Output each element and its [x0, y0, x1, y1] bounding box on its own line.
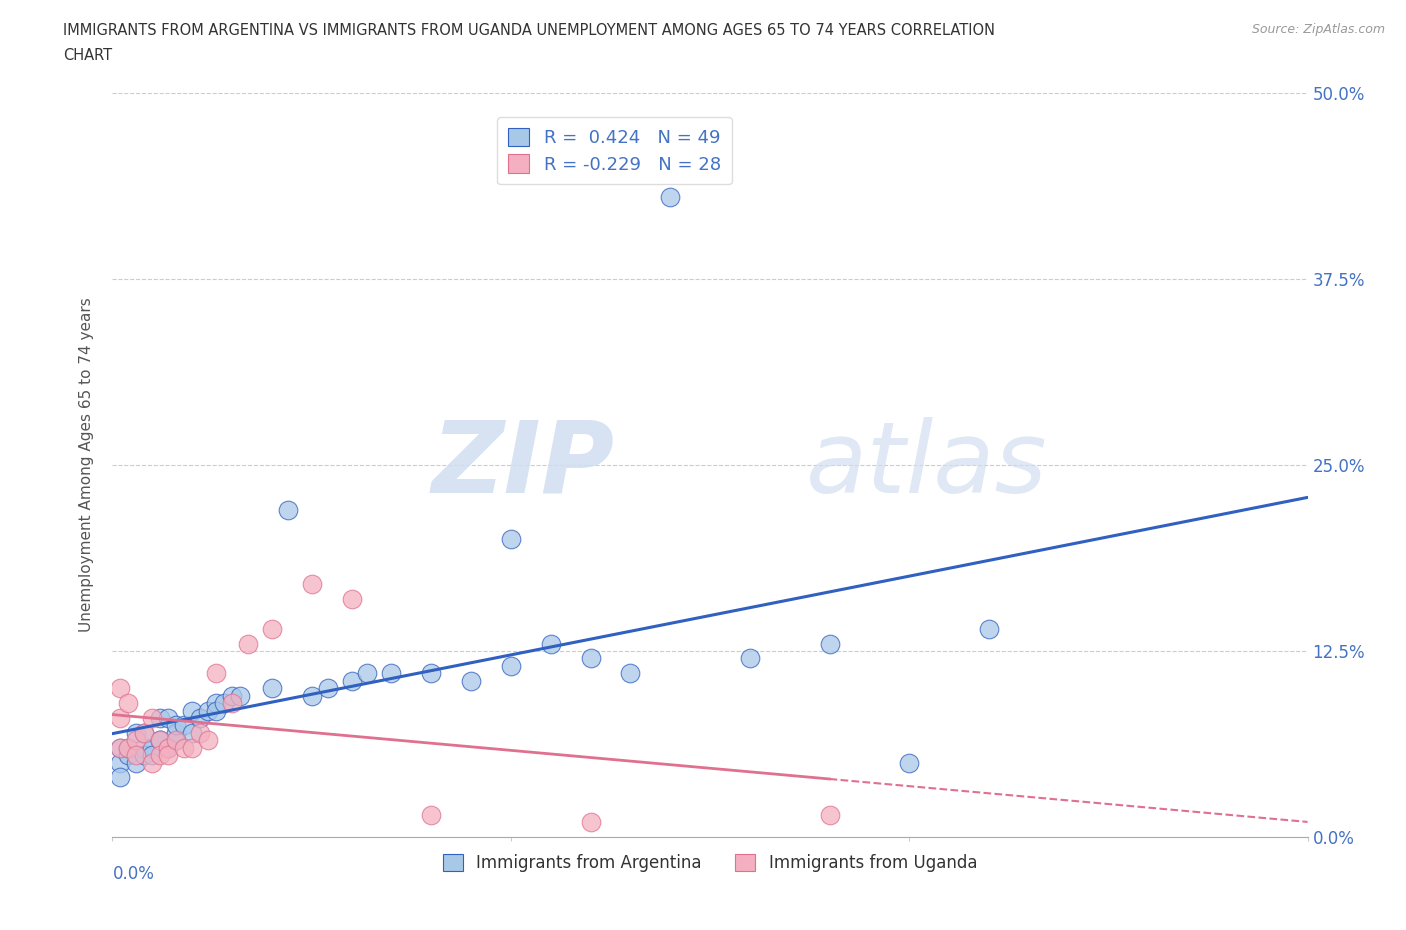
Point	[316, 681, 339, 696]
Point	[149, 748, 172, 763]
Point	[188, 725, 211, 740]
Point	[205, 696, 228, 711]
Point	[141, 748, 163, 763]
Point	[141, 740, 163, 755]
Point	[260, 681, 283, 696]
Point	[340, 591, 363, 606]
Point	[134, 725, 156, 740]
Point	[110, 740, 132, 755]
Point	[619, 666, 641, 681]
Point	[181, 740, 204, 755]
Point	[165, 733, 187, 748]
Point	[157, 740, 180, 755]
Point	[460, 673, 482, 688]
Point	[818, 807, 841, 822]
Point	[165, 718, 187, 733]
Point	[221, 688, 243, 703]
Point	[898, 755, 921, 770]
Point	[420, 666, 443, 681]
Point	[301, 577, 323, 591]
Point	[117, 696, 139, 711]
Point	[149, 733, 172, 748]
Point	[165, 725, 187, 740]
Point	[110, 770, 132, 785]
Point	[181, 703, 204, 718]
Y-axis label: Unemployment Among Ages 65 to 74 years: Unemployment Among Ages 65 to 74 years	[79, 298, 94, 632]
Point	[110, 681, 132, 696]
Point	[134, 740, 156, 755]
Point	[134, 748, 156, 763]
Point	[340, 673, 363, 688]
Point	[818, 636, 841, 651]
Point	[738, 651, 761, 666]
Point	[117, 740, 139, 755]
Point	[110, 740, 132, 755]
Text: CHART: CHART	[63, 48, 112, 63]
Point	[301, 688, 323, 703]
Text: ZIP: ZIP	[432, 417, 614, 513]
Point	[579, 815, 602, 830]
Point	[165, 733, 187, 748]
Point	[125, 748, 148, 763]
Legend: Immigrants from Argentina, Immigrants from Uganda: Immigrants from Argentina, Immigrants fr…	[434, 846, 986, 881]
Text: IMMIGRANTS FROM ARGENTINA VS IMMIGRANTS FROM UGANDA UNEMPLOYMENT AMONG AGES 65 T: IMMIGRANTS FROM ARGENTINA VS IMMIGRANTS …	[63, 23, 995, 38]
Point	[157, 711, 180, 725]
Point	[277, 502, 299, 517]
Point	[212, 696, 235, 711]
Point	[420, 807, 443, 822]
Point	[117, 748, 139, 763]
Point	[117, 740, 139, 755]
Point	[499, 532, 522, 547]
Point	[125, 733, 148, 748]
Point	[188, 711, 211, 725]
Point	[125, 725, 148, 740]
Point	[134, 725, 156, 740]
Point	[141, 711, 163, 725]
Point	[205, 703, 228, 718]
Point	[181, 725, 204, 740]
Point	[197, 733, 219, 748]
Point	[977, 621, 1000, 636]
Text: Source: ZipAtlas.com: Source: ZipAtlas.com	[1251, 23, 1385, 36]
Point	[205, 666, 228, 681]
Point	[499, 658, 522, 673]
Text: 0.0%: 0.0%	[112, 865, 155, 884]
Point	[141, 755, 163, 770]
Point	[173, 718, 195, 733]
Point	[157, 748, 180, 763]
Point	[197, 703, 219, 718]
Point	[110, 755, 132, 770]
Point	[260, 621, 283, 636]
Point	[149, 733, 172, 748]
Point	[157, 740, 180, 755]
Point	[229, 688, 252, 703]
Point	[659, 190, 682, 205]
Point	[149, 733, 172, 748]
Point	[236, 636, 259, 651]
Point	[540, 636, 562, 651]
Point	[356, 666, 378, 681]
Text: atlas: atlas	[806, 417, 1047, 513]
Point	[110, 711, 132, 725]
Point	[579, 651, 602, 666]
Point	[380, 666, 402, 681]
Point	[173, 740, 195, 755]
Point	[149, 711, 172, 725]
Point	[125, 755, 148, 770]
Point	[221, 696, 243, 711]
